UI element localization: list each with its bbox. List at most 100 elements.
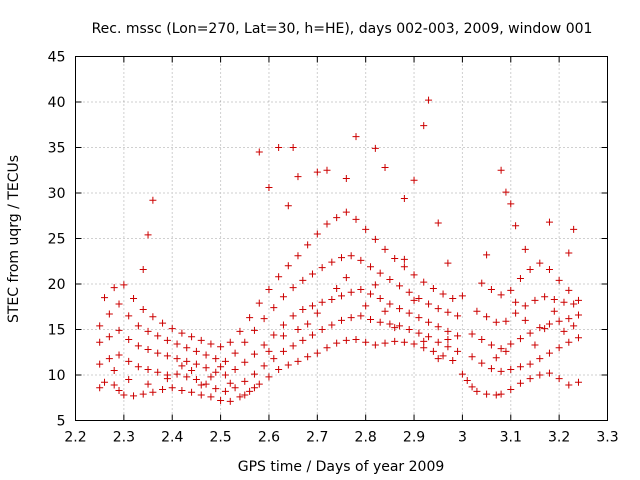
data-point — [352, 133, 360, 141]
data-point — [144, 380, 152, 388]
data-point — [163, 375, 171, 383]
data-point — [313, 349, 321, 357]
data-point — [250, 350, 258, 358]
data-point — [255, 299, 263, 307]
data-point — [265, 285, 273, 293]
data-point — [144, 327, 152, 335]
data-point — [265, 373, 273, 381]
data-point — [483, 251, 491, 259]
data-point — [130, 295, 138, 303]
data-point — [183, 373, 191, 381]
data-point — [207, 340, 215, 348]
data-point — [531, 296, 539, 304]
data-points — [96, 96, 582, 405]
x-tick-label: 2.4 — [161, 430, 183, 446]
data-point — [516, 335, 524, 343]
data-point — [125, 357, 133, 365]
data-point — [444, 343, 452, 351]
data-point — [197, 381, 205, 389]
data-point — [250, 370, 258, 378]
data-point — [105, 333, 113, 341]
data-point — [159, 319, 167, 327]
data-point — [565, 315, 573, 323]
data-point — [545, 265, 553, 273]
data-point — [294, 252, 302, 260]
data-point — [434, 338, 442, 346]
data-point — [217, 396, 225, 404]
data-point — [333, 285, 341, 293]
data-point — [497, 166, 505, 174]
data-point — [105, 310, 113, 318]
data-point — [444, 259, 452, 267]
data-point — [149, 196, 157, 204]
chart-title: Rec. mssc (Lon=270, Lat=30, h=HE), days … — [92, 21, 593, 37]
data-point — [367, 263, 375, 271]
data-point — [420, 344, 428, 352]
data-point — [342, 274, 350, 282]
data-point — [516, 363, 524, 371]
data-point — [371, 235, 379, 243]
x-axis-label: GPS time / Days of year 2009 — [238, 459, 445, 475]
data-point — [188, 333, 196, 341]
data-point — [246, 387, 254, 395]
data-point — [410, 340, 418, 348]
data-point — [502, 347, 510, 355]
data-point — [478, 359, 486, 367]
data-point — [241, 377, 249, 385]
y-tick-label: 45 — [48, 50, 66, 66]
data-point — [352, 215, 360, 223]
data-point — [512, 298, 520, 306]
data-point — [381, 164, 389, 172]
x-tick-label: 3.2 — [548, 430, 570, 446]
data-point — [134, 342, 142, 350]
data-point — [497, 367, 505, 375]
data-point — [284, 361, 292, 369]
data-point — [144, 346, 152, 354]
data-point — [415, 314, 423, 322]
data-point — [574, 296, 582, 304]
data-point — [294, 357, 302, 365]
data-point — [381, 307, 389, 315]
data-point — [163, 352, 171, 360]
data-point — [420, 278, 428, 286]
data-point — [386, 320, 394, 328]
data-point — [468, 353, 476, 361]
data-point — [202, 351, 210, 359]
data-point — [96, 360, 104, 368]
data-point — [516, 275, 524, 283]
plot-frame — [75, 56, 608, 421]
data-point — [333, 339, 341, 347]
data-point — [357, 285, 365, 293]
data-point — [149, 313, 157, 321]
data-point — [439, 290, 447, 298]
data-point — [275, 144, 283, 151]
data-point — [555, 276, 563, 284]
data-point — [289, 312, 297, 320]
data-point — [313, 230, 321, 238]
data-point — [550, 295, 558, 303]
data-point — [183, 357, 191, 365]
data-point — [555, 344, 563, 352]
data-point — [396, 282, 404, 290]
data-point — [512, 309, 520, 317]
data-point — [289, 342, 297, 350]
data-point — [163, 336, 171, 344]
data-point — [231, 366, 239, 374]
data-point — [304, 353, 312, 361]
data-point — [173, 340, 181, 348]
data-point — [110, 381, 118, 389]
data-point — [507, 340, 515, 348]
data-point — [221, 357, 229, 365]
data-point — [294, 173, 302, 181]
data-point — [134, 322, 142, 330]
data-point — [115, 351, 123, 359]
data-point — [202, 380, 210, 388]
data-point — [323, 166, 331, 174]
x-tick-label: 2.9 — [403, 430, 425, 446]
data-point — [270, 355, 278, 363]
data-point — [507, 286, 515, 294]
y-axis-label: STEC from uqrg / TECUs — [6, 155, 22, 323]
data-point — [541, 293, 549, 301]
data-point — [487, 341, 495, 349]
data-point — [226, 397, 234, 405]
